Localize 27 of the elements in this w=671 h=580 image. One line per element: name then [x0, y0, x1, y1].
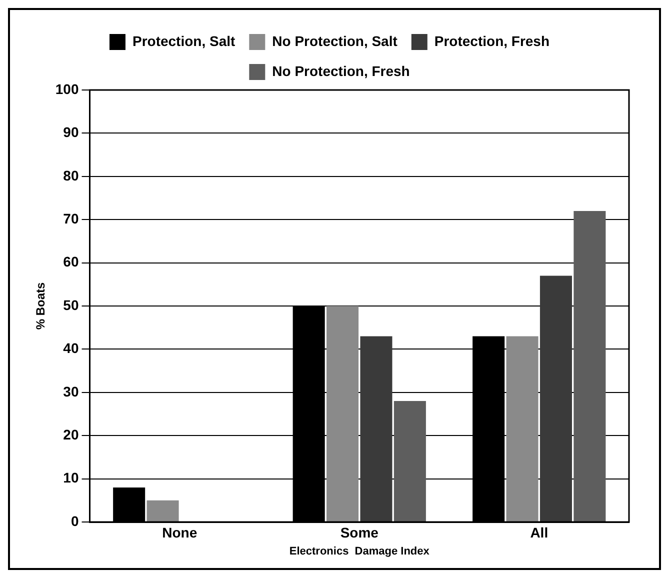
bar	[506, 336, 538, 522]
bar	[540, 276, 572, 522]
bar	[574, 210, 606, 522]
y-axis-title: % Boats	[34, 282, 48, 330]
legend-label: No Protection, Salt	[272, 32, 398, 49]
y-tick-label: 50	[63, 296, 79, 313]
y-tick-label: 10	[63, 470, 79, 486]
y-tick-label: 20	[63, 426, 79, 442]
legend-label: Protection, Fresh	[434, 32, 550, 49]
y-tick-label: 100	[55, 80, 79, 97]
legend-label: Protection, Salt	[132, 32, 236, 49]
y-tick-label: 90	[63, 124, 79, 140]
x-axis-title: Electronics Damage Index	[289, 545, 430, 558]
x-tick-label: Some	[340, 524, 379, 540]
bar	[146, 500, 179, 522]
y-tick-label: 40	[63, 340, 79, 356]
y-tick-label: 0	[70, 512, 79, 529]
bar	[326, 306, 359, 522]
y-tick-label: 60	[63, 254, 79, 270]
x-tick-label: None	[162, 524, 198, 540]
y-tick-label: 30	[63, 383, 79, 400]
y-tick-label: 80	[63, 167, 79, 184]
x-tick-label: All	[530, 524, 548, 540]
bar	[394, 401, 426, 522]
y-tick-label: 70	[63, 210, 79, 226]
legend-label: No Protection, Fresh	[272, 62, 410, 79]
bar	[360, 336, 392, 522]
